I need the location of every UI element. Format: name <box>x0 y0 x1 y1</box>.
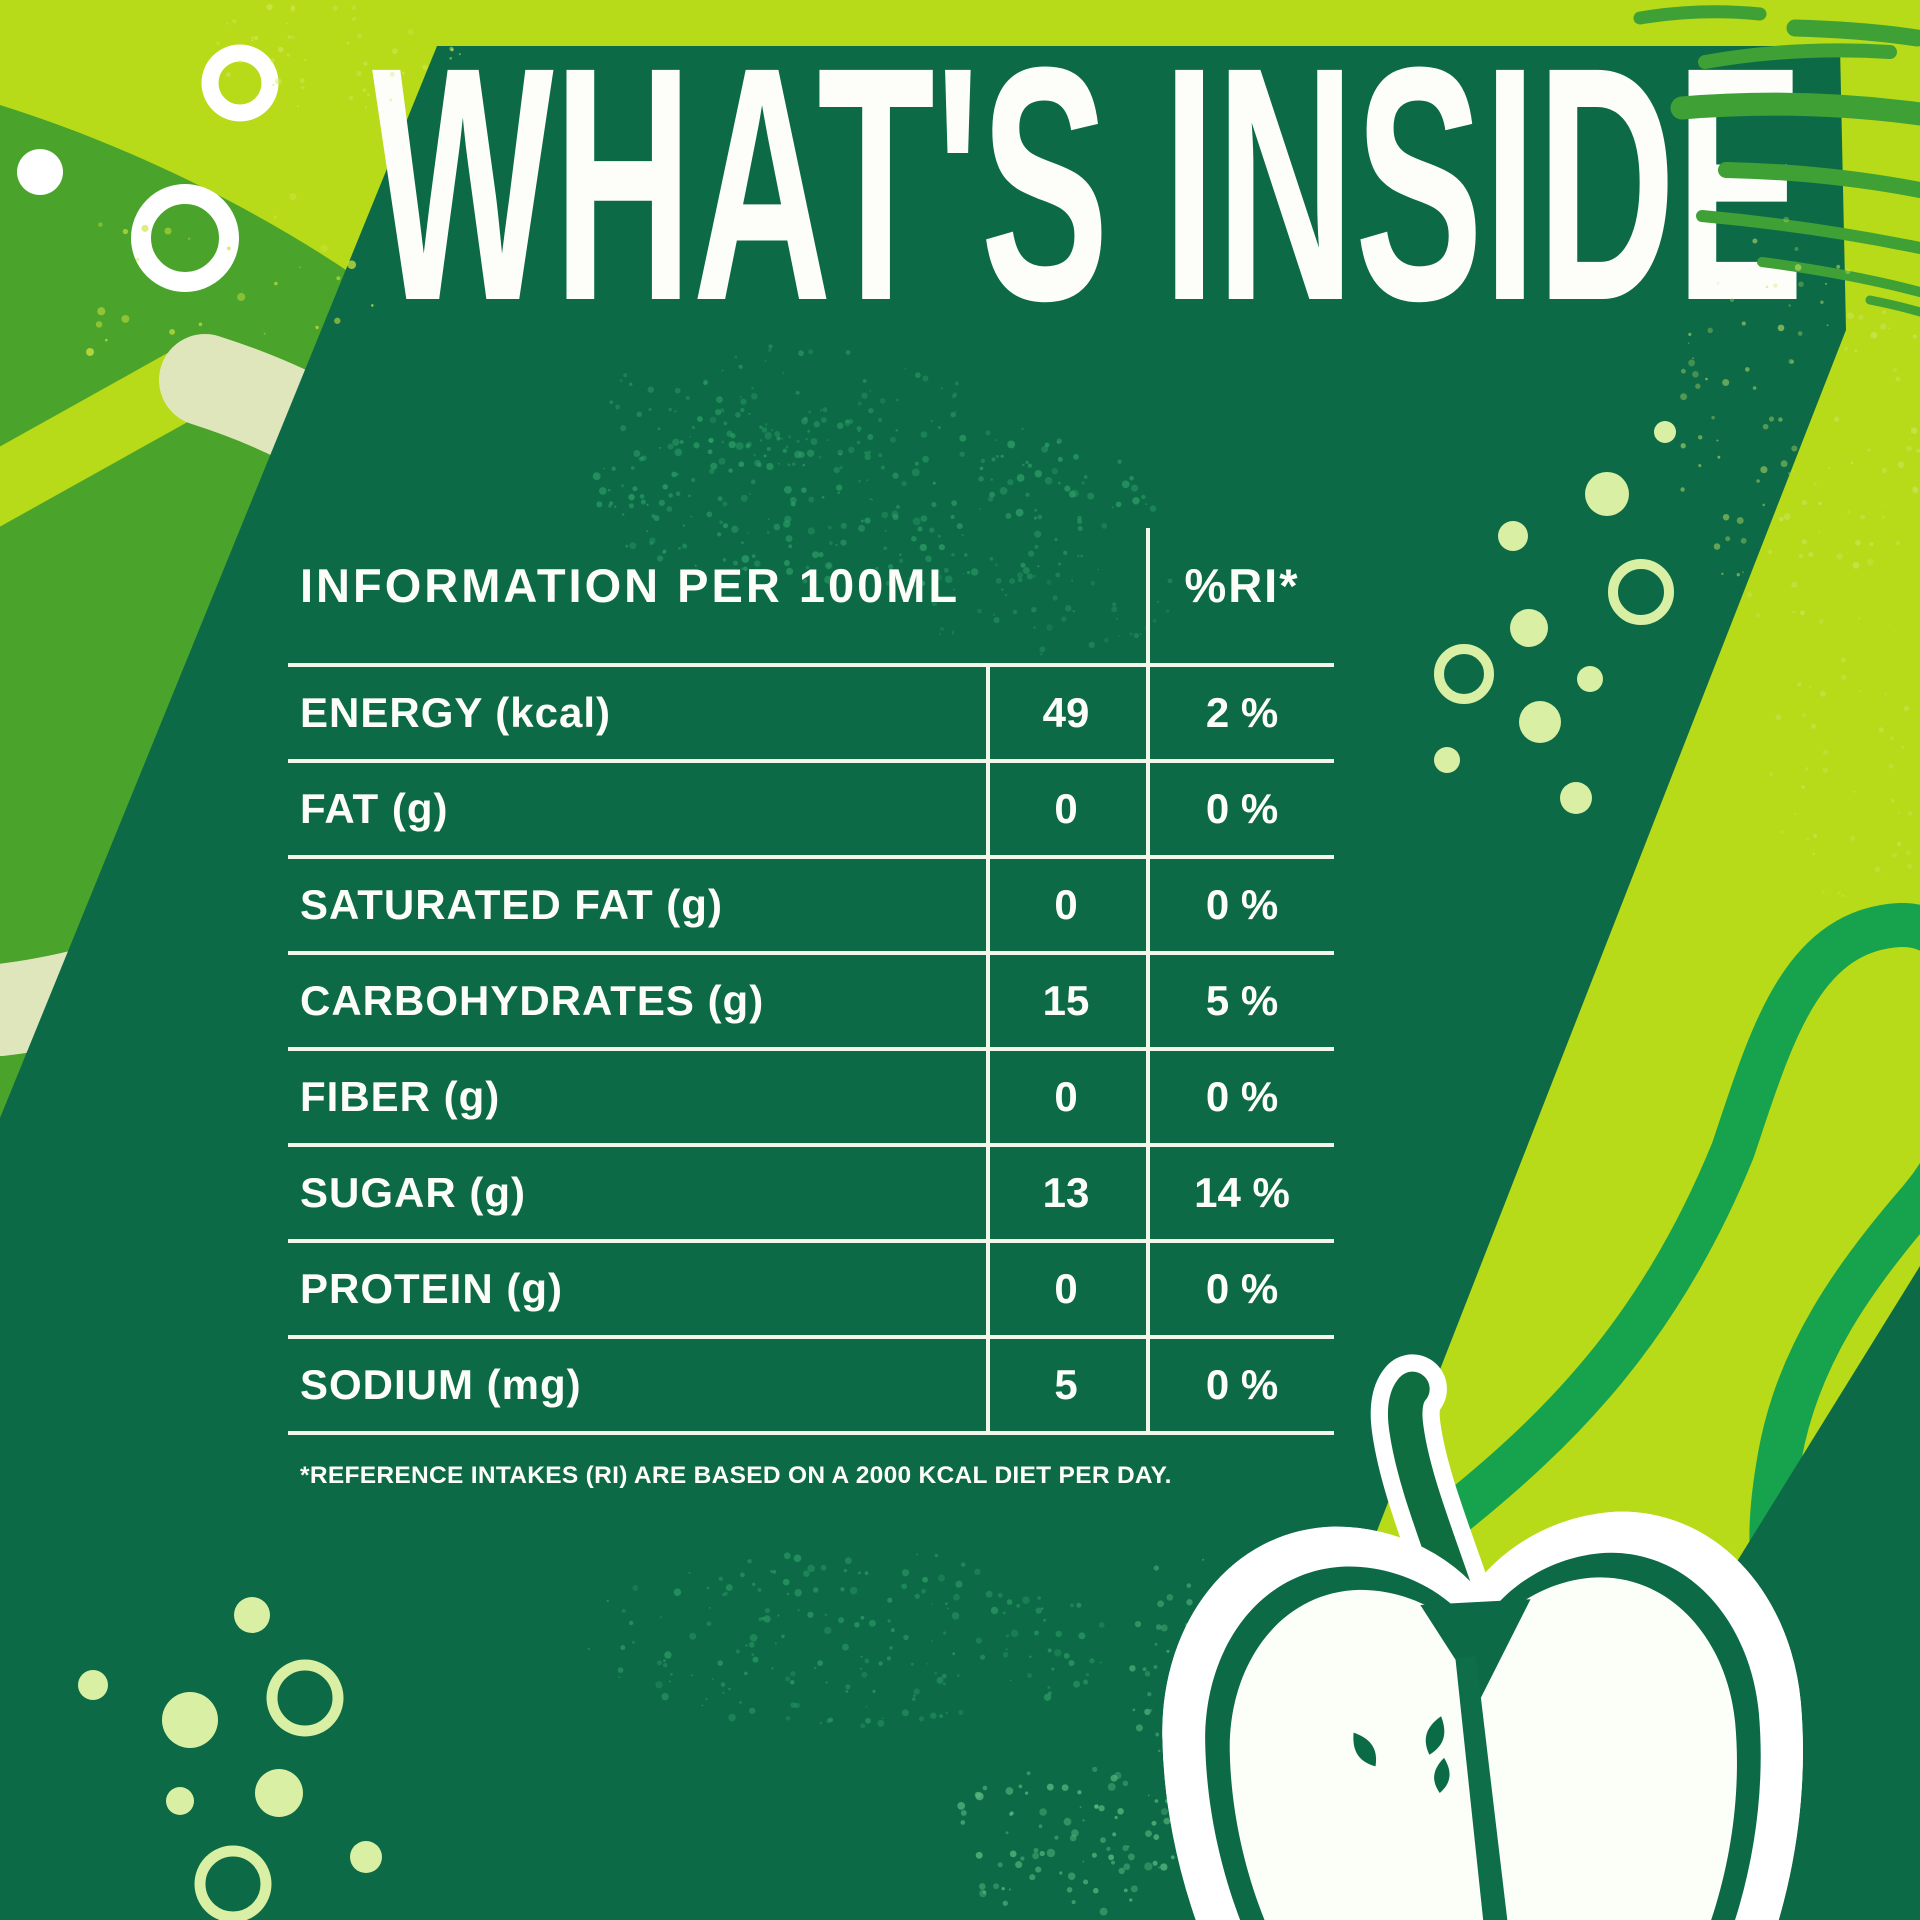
table-divider <box>288 1143 1334 1147</box>
table-divider <box>288 855 1334 859</box>
row-label: SUGAR (g) <box>300 1169 526 1216</box>
row-value: 0 <box>1054 1073 1078 1120</box>
table-ri-header: %RI* <box>1184 559 1300 612</box>
table-divider <box>986 663 990 1435</box>
row-ri: 0 % <box>1205 1361 1279 1408</box>
spray-texture-decoration <box>86 4 1920 1916</box>
table-divider <box>288 1431 1334 1435</box>
row-ri: 0 % <box>1205 785 1279 832</box>
table-divider <box>288 759 1334 763</box>
brush-swirl-decoration <box>1425 903 1920 1642</box>
table-divider <box>288 1335 1334 1339</box>
row-label: SATURATED FAT (g) <box>300 881 723 928</box>
row-label: SODIUM (mg) <box>300 1361 582 1408</box>
row-value: 0 <box>1054 881 1078 928</box>
table-divider <box>288 1047 1334 1051</box>
row-ri: 5 % <box>1205 977 1279 1024</box>
row-ri: 0 % <box>1205 1265 1279 1312</box>
row-label: FIBER (g) <box>300 1073 501 1120</box>
row-value: 13 <box>1042 1169 1090 1216</box>
table-divider <box>288 951 1334 955</box>
table-divider <box>288 663 1334 667</box>
apple-half-icon <box>1163 1354 1809 1920</box>
table-divider <box>1146 528 1150 1435</box>
page-title: WHAT'S INSIDE <box>372 0 1804 370</box>
table-header-label: INFORMATION PER 100ML <box>300 559 961 612</box>
row-value: 0 <box>1054 1265 1078 1312</box>
row-ri: 0 % <box>1205 881 1279 928</box>
row-ri: 14 % <box>1194 1169 1290 1216</box>
row-label: PROTEIN (g) <box>300 1265 563 1312</box>
row-value: 0 <box>1054 785 1078 832</box>
table-divider <box>288 1239 1334 1243</box>
bubbles-decoration <box>78 1597 382 1920</box>
table-footnote: *REFERENCE INTAKES (RI) ARE BASED ON A 2… <box>300 1462 1172 1489</box>
bubbles-decoration <box>1434 421 1676 814</box>
row-label: ENERGY (kcal) <box>300 689 611 736</box>
row-value: 49 <box>1042 689 1090 736</box>
row-label: FAT (g) <box>300 785 449 832</box>
row-label: CARBOHYDRATES (g) <box>300 977 765 1024</box>
row-ri: 0 % <box>1205 1073 1279 1120</box>
brush-stroke-decoration <box>1633 5 1920 317</box>
row-value: 5 <box>1054 1361 1078 1408</box>
row-ri: 2 % <box>1205 689 1279 736</box>
row-value: 15 <box>1042 977 1090 1024</box>
bubbles-decoration <box>17 44 279 292</box>
